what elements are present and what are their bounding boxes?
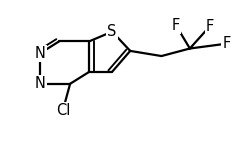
Text: Cl: Cl xyxy=(56,103,70,118)
Text: F: F xyxy=(206,19,214,34)
Text: N: N xyxy=(35,46,46,61)
Text: F: F xyxy=(222,36,231,51)
Text: F: F xyxy=(172,18,180,33)
Text: S: S xyxy=(108,24,117,39)
Text: N: N xyxy=(35,76,46,91)
